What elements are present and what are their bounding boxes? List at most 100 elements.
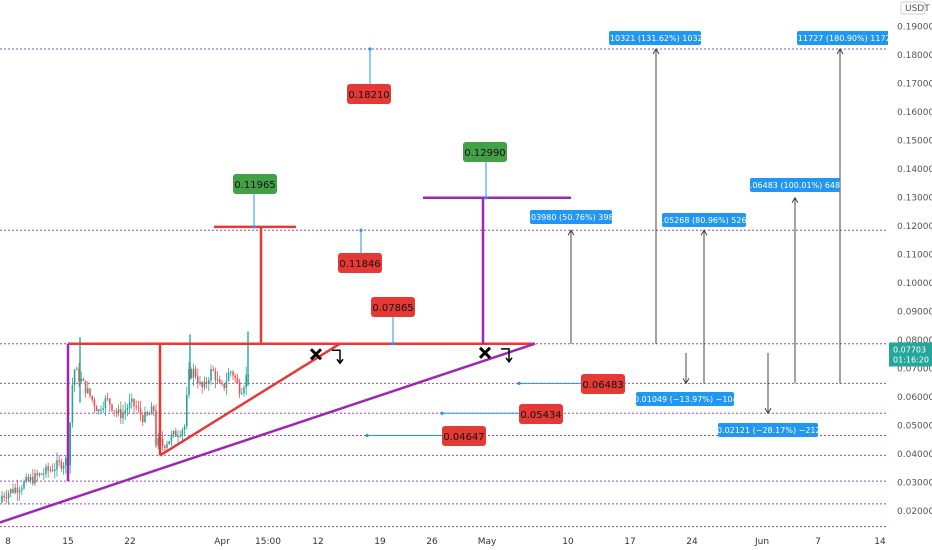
y-tick-label: 0.03000 xyxy=(897,479,932,489)
label-anchor xyxy=(484,196,488,200)
price-label-box xyxy=(442,426,486,446)
candle-body xyxy=(245,374,247,388)
down-arrow xyxy=(332,349,344,365)
candle-body xyxy=(29,476,32,481)
price-axis-bg xyxy=(888,0,932,534)
candle-body xyxy=(16,487,19,493)
candle-body xyxy=(157,437,159,446)
y-tick-label: 0.12000 xyxy=(897,222,932,232)
candle-body xyxy=(87,388,89,394)
candle-body xyxy=(34,473,36,484)
measure-text: −0.01049 (−13.97%) −1049 xyxy=(627,395,742,404)
measure-text: 0.03980 (50.76%) 3980 xyxy=(523,213,618,222)
price-label-text: 0.05434 xyxy=(520,410,561,421)
measure-text: 0.11727 (180.90%) 11727 xyxy=(790,34,895,43)
candle-body xyxy=(219,379,221,383)
candle-body xyxy=(1,495,3,503)
candle-body xyxy=(227,372,230,382)
y-tick-label: 0.18000 xyxy=(897,51,932,61)
label-anchor xyxy=(368,47,372,51)
candle-body xyxy=(133,398,135,407)
candle-body xyxy=(223,383,225,389)
price-label-box xyxy=(347,84,391,104)
candle-body xyxy=(137,407,140,409)
candle-body xyxy=(150,406,153,415)
candle-body xyxy=(188,369,190,395)
candle-body xyxy=(194,368,197,377)
measure-box xyxy=(750,178,840,192)
x-tick-label: 15:00 xyxy=(255,537,281,547)
y-tick-label: 0.15000 xyxy=(897,137,932,147)
candle-body xyxy=(221,382,223,384)
measure-arrowhead xyxy=(567,229,575,236)
price-label-box xyxy=(519,404,563,424)
y-tick-label: 0.10000 xyxy=(897,279,932,289)
down-arrow xyxy=(501,348,513,364)
candle-body xyxy=(21,488,23,491)
candle-body xyxy=(117,409,120,413)
x-tick-label: Apr xyxy=(214,537,230,547)
label-anchor xyxy=(252,225,256,229)
x-tick-label: 8 xyxy=(5,537,11,547)
price-label-text: 0.04647 xyxy=(443,432,484,443)
candle-body xyxy=(60,461,63,469)
candle-body xyxy=(225,381,228,389)
measure-box xyxy=(797,31,889,45)
currency-label: USDT xyxy=(905,4,930,14)
candle-body xyxy=(230,371,232,373)
candle-body xyxy=(122,412,124,419)
candle-body xyxy=(106,398,109,400)
candle-body xyxy=(216,379,219,381)
x-tick-label: 24 xyxy=(686,537,698,547)
label-anchor xyxy=(365,433,369,438)
candle-body xyxy=(126,408,129,411)
price-labels: 0.18210 0.11846 0.07865 0.06483 0.05434 0.046… xyxy=(233,47,625,446)
x-mark xyxy=(478,346,492,359)
x-mark xyxy=(309,348,323,361)
candle-body xyxy=(49,469,52,471)
measure-box xyxy=(662,213,746,227)
candle-body xyxy=(93,399,96,407)
x-tick-label: May xyxy=(478,537,497,547)
candle-body xyxy=(120,409,122,419)
candle-body xyxy=(139,408,142,416)
measure-box xyxy=(636,392,734,406)
candle-body xyxy=(155,410,157,446)
y-tick-label: 0.08000 xyxy=(897,336,932,346)
x-tick-label: Jun xyxy=(754,537,769,547)
candle-body xyxy=(27,476,30,481)
candle-body xyxy=(115,411,118,413)
candle-body xyxy=(175,430,177,437)
candle-body xyxy=(65,458,67,466)
y-tick-label: 0.04000 xyxy=(897,450,932,460)
candle-body xyxy=(95,406,98,412)
candle-body xyxy=(82,378,85,381)
measure-box xyxy=(718,423,818,437)
y-tick-label: 0.06000 xyxy=(897,393,932,403)
candle-body xyxy=(25,476,27,482)
price-label-text: 0.11965 xyxy=(234,180,275,191)
time-axis: 8 15 22 Apr 15:00 12 19 26 May 10 17 24 Jun 7 14 xyxy=(5,537,886,547)
candle-body xyxy=(23,481,25,489)
candle-body xyxy=(168,441,170,445)
countdown-value: 01:16:20 xyxy=(893,355,929,364)
candle-body xyxy=(104,398,107,409)
candle-body xyxy=(212,369,214,371)
candle-body xyxy=(208,380,210,384)
measure-arrowhead xyxy=(700,229,708,236)
candle-body xyxy=(164,445,166,448)
label-anchor xyxy=(440,411,444,415)
y-tick-label: 0.13000 xyxy=(897,194,932,204)
candle-body xyxy=(181,429,184,436)
candle-body xyxy=(166,444,168,448)
measure-box xyxy=(530,210,612,224)
price-label-box xyxy=(233,174,277,194)
candle-body xyxy=(197,376,199,384)
candle-body xyxy=(102,408,104,410)
candle-body xyxy=(135,406,137,408)
candle-body xyxy=(36,473,38,476)
candle-body xyxy=(18,490,21,493)
candle-body xyxy=(192,368,195,378)
measure-arrowhead xyxy=(836,48,844,55)
